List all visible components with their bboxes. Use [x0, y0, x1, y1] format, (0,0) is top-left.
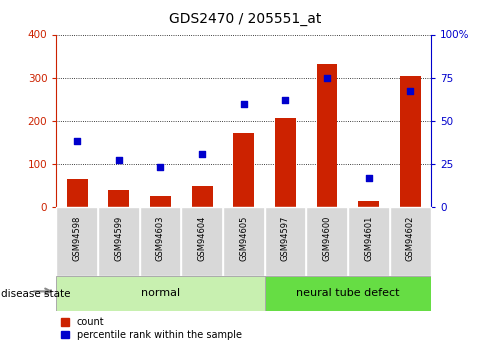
Text: GSM94602: GSM94602	[406, 215, 415, 261]
FancyBboxPatch shape	[140, 207, 181, 276]
Bar	[317, 64, 338, 207]
Bar	[275, 118, 296, 207]
Point	[240, 101, 247, 106]
FancyBboxPatch shape	[265, 276, 431, 310]
FancyBboxPatch shape	[306, 207, 348, 276]
Point	[73, 139, 81, 144]
Point	[281, 97, 289, 103]
Bar	[233, 133, 254, 207]
Bar	[150, 196, 171, 207]
Text: GSM94600: GSM94600	[322, 215, 332, 261]
Bar	[67, 179, 88, 207]
Text: normal: normal	[141, 288, 180, 298]
Legend: count, percentile rank within the sample: count, percentile rank within the sample	[61, 317, 242, 340]
Text: GSM94599: GSM94599	[114, 215, 123, 260]
FancyBboxPatch shape	[181, 207, 223, 276]
Point	[156, 165, 164, 170]
FancyBboxPatch shape	[98, 207, 140, 276]
Bar	[358, 200, 379, 207]
Point	[323, 75, 331, 80]
Bar	[400, 76, 421, 207]
Point	[198, 151, 206, 156]
Point	[115, 158, 122, 163]
FancyBboxPatch shape	[265, 207, 306, 276]
FancyBboxPatch shape	[223, 207, 265, 276]
FancyBboxPatch shape	[56, 276, 265, 310]
Text: GDS2470 / 205551_at: GDS2470 / 205551_at	[169, 12, 321, 26]
FancyBboxPatch shape	[348, 207, 390, 276]
Text: GSM94604: GSM94604	[197, 215, 207, 261]
Text: disease state: disease state	[1, 289, 71, 299]
Point	[406, 89, 414, 94]
FancyBboxPatch shape	[56, 207, 98, 276]
Text: GSM94601: GSM94601	[364, 215, 373, 261]
Bar	[192, 186, 213, 207]
Text: neural tube defect: neural tube defect	[296, 288, 400, 298]
Point	[365, 175, 372, 180]
FancyBboxPatch shape	[390, 207, 431, 276]
Text: GSM94598: GSM94598	[73, 215, 82, 261]
Text: GSM94603: GSM94603	[156, 215, 165, 261]
Bar	[108, 190, 129, 207]
Text: GSM94605: GSM94605	[239, 215, 248, 261]
Text: GSM94597: GSM94597	[281, 215, 290, 261]
